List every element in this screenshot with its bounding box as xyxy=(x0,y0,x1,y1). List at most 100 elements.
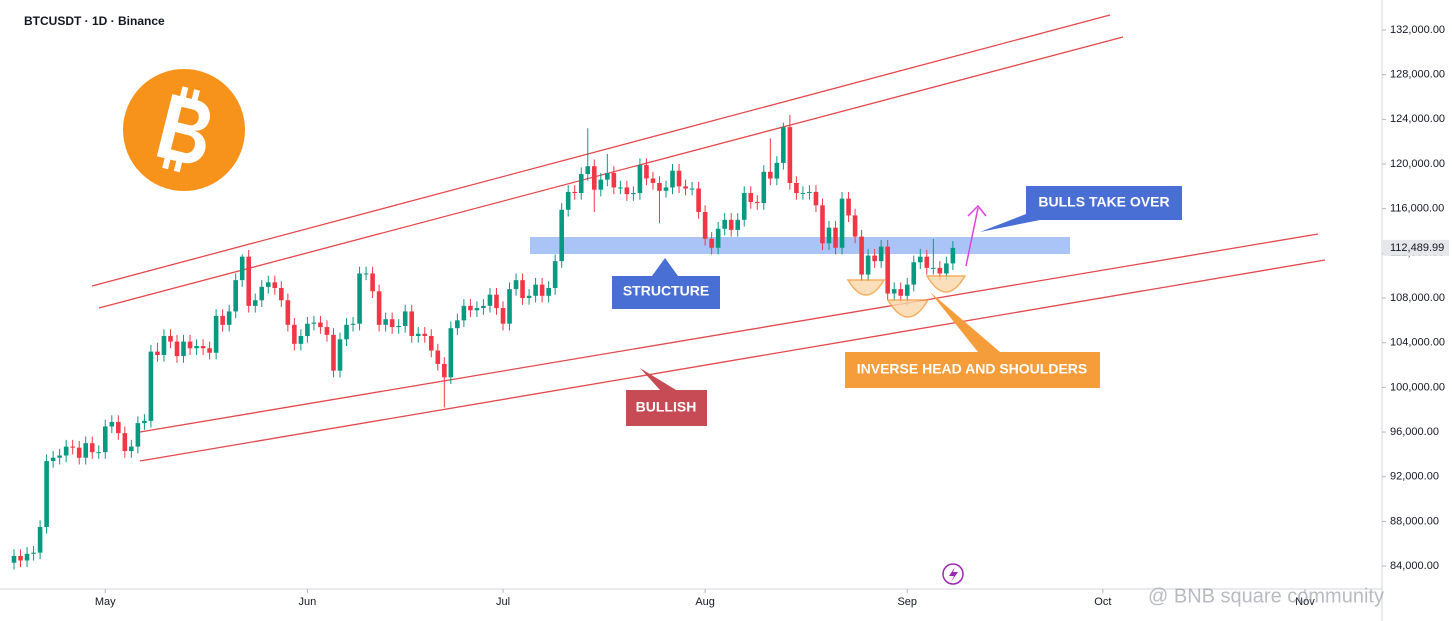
y-tick-label: 108,000.00 xyxy=(1390,292,1445,304)
candle-body xyxy=(663,187,669,191)
candle-body xyxy=(376,291,382,325)
candle-body xyxy=(657,182,662,191)
candle-body xyxy=(168,335,173,342)
last-price-tag xyxy=(1383,239,1449,256)
candle-body xyxy=(676,170,682,187)
candle-body xyxy=(546,287,551,296)
candle-body xyxy=(859,236,864,275)
candle-body xyxy=(102,426,108,453)
candle-body xyxy=(565,191,571,210)
y-tick-label: 120,000.00 xyxy=(1390,158,1445,170)
y-tick-label: 116,000.00 xyxy=(1390,203,1444,215)
candle-body xyxy=(448,328,454,378)
candle-body xyxy=(239,256,245,281)
candle-body xyxy=(246,256,252,306)
candle-body xyxy=(370,273,375,292)
candle-body xyxy=(31,552,36,554)
candle-body xyxy=(96,452,102,454)
candle-body xyxy=(735,219,741,230)
candle-body xyxy=(259,286,265,301)
candle-body xyxy=(292,324,297,344)
candle-body xyxy=(794,182,799,194)
candle-body xyxy=(768,171,773,179)
candle-body xyxy=(442,363,447,378)
candle-body xyxy=(715,228,721,248)
candle-body xyxy=(161,335,167,355)
candle-body xyxy=(774,162,780,179)
candle-body xyxy=(754,201,760,204)
candle-body xyxy=(396,325,401,328)
candle-body xyxy=(852,215,858,237)
callout-text: BULLS TAKE OVER xyxy=(1038,194,1169,210)
candle-body xyxy=(135,423,141,447)
candle-body xyxy=(252,300,258,306)
x-tick-label: Sep xyxy=(897,596,917,608)
candle-body xyxy=(611,172,617,188)
candle-body xyxy=(539,284,545,296)
candle-body xyxy=(950,247,956,264)
candle-body xyxy=(572,191,578,194)
candle-body xyxy=(637,165,643,194)
candle-body xyxy=(820,205,825,244)
candle-body xyxy=(904,284,910,296)
y-tick-label: 104,000.00 xyxy=(1390,337,1445,349)
candle-body xyxy=(298,335,304,344)
candle-body xyxy=(526,295,532,299)
candle-body xyxy=(279,287,284,301)
overlay: BULLS TAKE OVER STRUCTURE BULLISH INVERS… xyxy=(123,69,1182,585)
candle-body xyxy=(63,446,69,456)
candle-body xyxy=(813,191,819,206)
chart-title: BTCUSDT · 1D · Binance xyxy=(24,14,165,28)
candle-body xyxy=(285,300,291,325)
arrow-head xyxy=(967,204,987,217)
candle-body xyxy=(533,284,538,296)
left-shoulder xyxy=(846,279,886,296)
candle-body xyxy=(937,267,943,274)
candle-body xyxy=(155,351,160,355)
candle-body xyxy=(311,322,317,324)
candle-body xyxy=(520,280,525,299)
x-tick-label: Jun xyxy=(299,596,317,608)
candle-body xyxy=(898,289,904,296)
candle-body xyxy=(461,305,467,321)
candle-body xyxy=(481,305,486,309)
candle-body xyxy=(468,305,473,311)
candle-body xyxy=(142,420,147,424)
head xyxy=(886,299,930,318)
candle-body xyxy=(807,191,812,194)
candle-body xyxy=(800,193,806,195)
candle-body xyxy=(318,322,323,328)
x-tick-label: Oct xyxy=(1094,596,1111,608)
candle-body xyxy=(591,166,597,190)
candle-body xyxy=(57,455,62,458)
candle-body xyxy=(644,165,649,179)
candle-body xyxy=(435,350,441,364)
candle-body xyxy=(422,333,428,336)
candle-body xyxy=(683,186,688,189)
callout xyxy=(980,186,1182,232)
candle-body xyxy=(846,198,851,216)
candle-body xyxy=(129,446,134,452)
candle-body xyxy=(220,315,225,325)
x-tick-label: May xyxy=(95,596,116,608)
candle-body xyxy=(331,334,336,371)
candle-body xyxy=(226,311,232,325)
candle-body xyxy=(83,443,89,458)
x-tick-label: Aug xyxy=(695,596,715,608)
y-tick-label: 132,000.00 xyxy=(1390,24,1445,36)
candle-body xyxy=(728,219,734,230)
right-shoulder xyxy=(925,275,967,293)
y-tick-label: 96,000.00 xyxy=(1390,426,1439,438)
channel-line xyxy=(98,36,1124,309)
candle-body xyxy=(116,421,121,434)
y-tick-label: 84,000.00 xyxy=(1390,560,1439,572)
candle-body xyxy=(872,255,877,262)
candle-body xyxy=(761,171,767,204)
candle-body xyxy=(76,447,82,458)
callout-text: INVERSE HEAD AND SHOULDERS xyxy=(857,361,1088,377)
channel-line xyxy=(139,259,1326,462)
channel-line xyxy=(91,14,1111,287)
candle-body xyxy=(357,273,362,324)
callout xyxy=(626,368,707,426)
